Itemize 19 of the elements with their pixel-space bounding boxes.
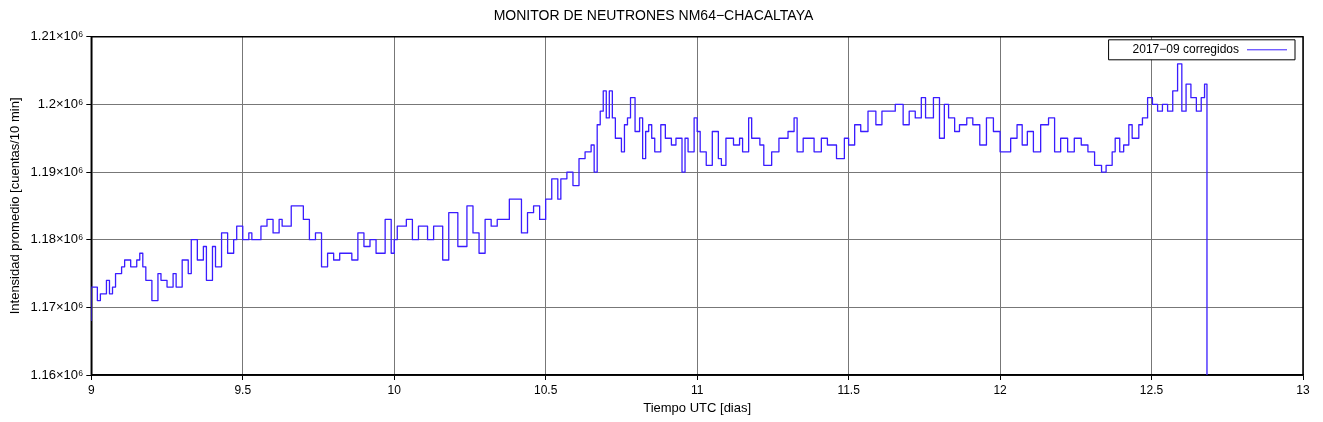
y-tick-label: 1.2×10⁶	[37, 96, 84, 112]
y-axis-title: Intensidad promedio [cuentas/10 min]	[7, 97, 23, 315]
y-tick-label: 1.16×10⁶	[30, 366, 84, 382]
y-tick-label: 1.19×10⁶	[30, 163, 84, 179]
legend-label: 2017−09 corregidos	[1132, 42, 1239, 57]
x-axis-title: Tiempo UTC [dias]	[643, 399, 752, 415]
x-tick-label: 12.5	[1139, 382, 1164, 397]
x-tick-label: 9.5	[234, 382, 252, 397]
y-tick-label: 1.21×10⁶	[30, 28, 84, 44]
x-tick-label: 12	[993, 382, 1008, 397]
chart-title: MONITOR DE NEUTRONES NM64−CHACALTAYA	[493, 7, 814, 24]
x-tick-label: 13	[1296, 382, 1310, 397]
x-tick-label: 11	[690, 382, 704, 397]
x-tick-label: 10	[387, 382, 402, 397]
x-tick-label: 11.5	[837, 382, 861, 397]
x-tick-label: 9	[87, 382, 95, 397]
y-tick-label: 1.18×10⁶	[30, 231, 84, 247]
x-tick-label: 10.5	[534, 382, 558, 397]
y-tick-label: 1.17×10⁶	[30, 298, 84, 314]
